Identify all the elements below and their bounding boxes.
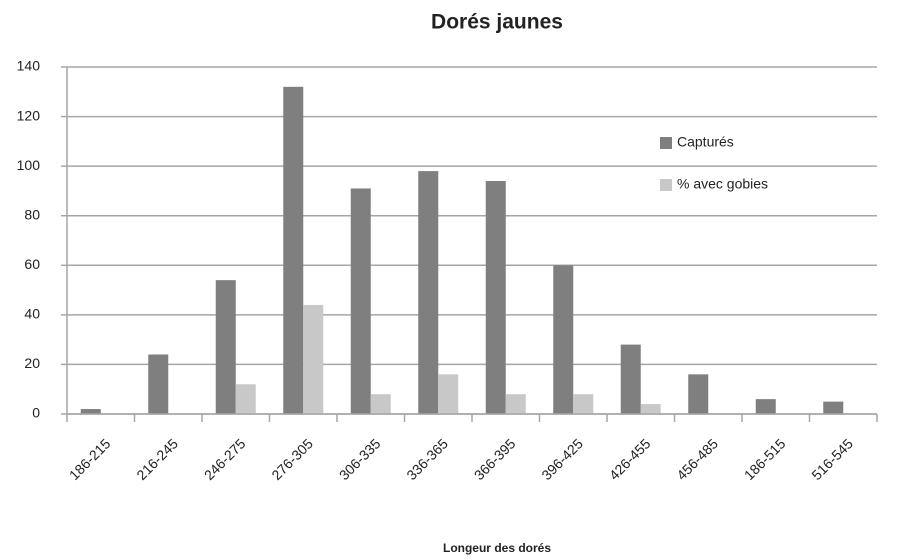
bar [553,265,574,414]
bar [640,404,661,414]
bar [303,304,324,414]
legend-label: % avec gobies [677,176,768,192]
bar [823,401,844,414]
bar [755,399,776,414]
bar [573,394,594,414]
y-tick-label: 120 [17,107,41,123]
bar [80,409,101,414]
legend-swatch [660,179,672,191]
bar [235,384,256,414]
x-tick-label: 246-275 [201,435,249,483]
x-tick-label: 186-515 [741,435,789,483]
bar [148,354,169,414]
bar [215,280,236,414]
bar [688,374,709,414]
bar [505,394,526,414]
x-tick-label: 516-545 [808,435,856,483]
x-tick-label: 456-485 [673,435,721,483]
legend-label: Capturés [677,134,734,150]
y-tick-label: 20 [24,355,40,371]
bar [418,171,439,414]
legend-swatch [660,137,672,149]
x-tick-label: 186-215 [66,435,114,483]
bar [283,86,304,414]
x-axis-title: Longeur des dorés [443,541,551,555]
bar [438,374,459,414]
x-tick-label: 426-455 [606,435,654,483]
y-tick-label: 80 [24,206,40,222]
y-tick-label: 60 [24,256,40,272]
x-tick-label: 306-335 [336,435,384,483]
y-tick-label: 0 [32,405,40,421]
bar [485,181,506,414]
bar [350,188,371,414]
x-tick-label: 276-305 [268,435,316,483]
chart-title: Dorés jaunes [431,11,563,34]
y-tick-label: 100 [17,157,41,173]
bar [370,394,391,414]
x-tick-label: 366-395 [471,435,519,483]
y-tick-label: 40 [24,306,40,322]
x-tick-label: 216-245 [133,435,181,483]
bar [620,344,641,414]
y-tick-label: 140 [17,58,41,74]
x-tick-label: 336-365 [403,435,451,483]
x-tick-label: 396-425 [538,435,586,483]
